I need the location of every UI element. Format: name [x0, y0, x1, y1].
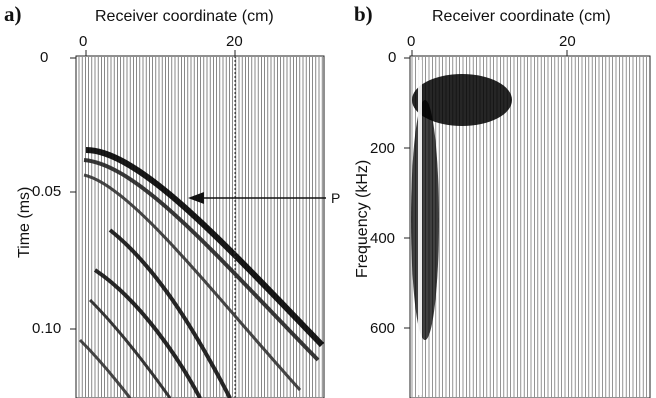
panel-b-y-tick-200: 200	[370, 140, 396, 157]
panel-a-x-axis-title: Receiver coordinate (cm)	[95, 8, 274, 25]
panel-a-event-band	[85, 147, 325, 348]
panel-a-event-band	[93, 268, 202, 398]
panel-a-x-tick-20: 20	[226, 33, 243, 50]
panel-a-event-band	[108, 228, 232, 398]
panel-b-energy-streak	[411, 100, 439, 340]
annotation-p-label: P	[331, 190, 341, 206]
panel-a-event-band	[83, 158, 320, 362]
panel-a-y-tick-0: 0	[40, 49, 49, 66]
panel-b-energy-blob	[412, 74, 512, 126]
panel-b-x-tick-0: 0	[407, 33, 416, 50]
panel-a-events	[78, 147, 325, 398]
panel-b-white-trace	[418, 60, 422, 395]
panel-b-label: b)	[354, 2, 373, 26]
panel-b-y-tick-600: 600	[370, 320, 396, 337]
panel-b-spectrum-image	[404, 50, 651, 398]
annotation-p-arrowhead	[188, 192, 204, 204]
panel-a-seismic-image	[70, 50, 326, 398]
panel-b-x-axis-title: Receiver coordinate (cm)	[432, 8, 611, 25]
panel-a-event-band	[83, 173, 302, 392]
panel-a-y-tick-005: 0.05	[32, 183, 62, 200]
panel-a-event-band	[88, 298, 172, 398]
panel-a-event-band	[78, 338, 132, 398]
panel-a-traces	[78, 57, 323, 397]
panel-a-y-tick-010: 0.10	[32, 320, 62, 337]
panel-b-y-tick-400: 400	[370, 230, 396, 247]
panel-b-x-tick-20: 20	[559, 33, 576, 50]
panel-a-label: a)	[4, 2, 22, 26]
panel-b-dark-energy	[411, 60, 512, 395]
panel-b-y-tick-0: 0	[388, 49, 397, 66]
panel-a-x-tick-0: 0	[79, 33, 88, 50]
